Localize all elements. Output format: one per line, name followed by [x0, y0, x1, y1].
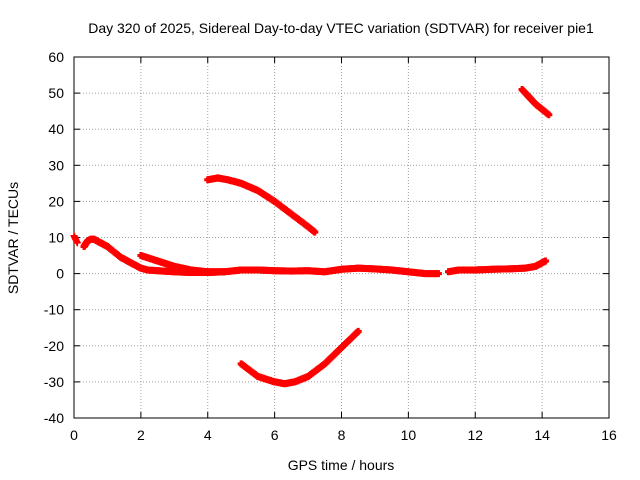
x-tick-label: 16 [601, 427, 617, 443]
y-tick-label: 30 [48, 157, 64, 173]
y-tick-label: 60 [48, 49, 64, 65]
tick-labels: 0 2 4 6 8 10 12 14 16 -40 -30 -20 -10 0 10 20 30 40 50 60 [44, 49, 617, 443]
y-tick-label: -20 [44, 338, 64, 354]
data-point [545, 111, 553, 119]
series-top-right-arc [518, 85, 553, 119]
x-tick-label: 8 [338, 427, 346, 443]
series-early-points [70, 232, 81, 247]
y-tick-label: -10 [44, 302, 64, 318]
y-tick-label: 20 [48, 193, 64, 209]
data-point [541, 257, 549, 265]
series-upper-arc [204, 174, 319, 236]
data-marks [70, 85, 553, 388]
series-lower-arc [237, 327, 362, 388]
series-flat-track-2 [445, 257, 549, 276]
x-axis-label: GPS time / hours [288, 457, 395, 473]
chart-title: Day 320 of 2025, Sidereal Day-to-day VTE… [88, 20, 594, 36]
x-tick-label: 14 [534, 427, 550, 443]
y-tick-label: -30 [44, 374, 64, 390]
data-point [354, 327, 362, 335]
y-tick-label: 40 [48, 121, 64, 137]
data-point [434, 270, 442, 278]
series-flat-track-1 [137, 252, 442, 278]
y-tick-label: -40 [44, 410, 64, 426]
data-point [311, 228, 319, 236]
x-tick-label: 12 [467, 427, 483, 443]
x-tick-label: 6 [271, 427, 279, 443]
x-tick-label: 4 [204, 427, 212, 443]
x-tick-label: 0 [70, 427, 78, 443]
y-axis-label: SDTVAR / TECUs [5, 182, 21, 294]
grid [74, 57, 609, 418]
x-tick-label: 10 [401, 427, 417, 443]
y-tick-label: 10 [48, 230, 64, 246]
y-tick-label: 0 [56, 266, 64, 282]
y-tick-label: 50 [48, 85, 64, 101]
x-tick-label: 2 [137, 427, 145, 443]
tick-marks [73, 56, 610, 419]
data-point [73, 239, 81, 247]
